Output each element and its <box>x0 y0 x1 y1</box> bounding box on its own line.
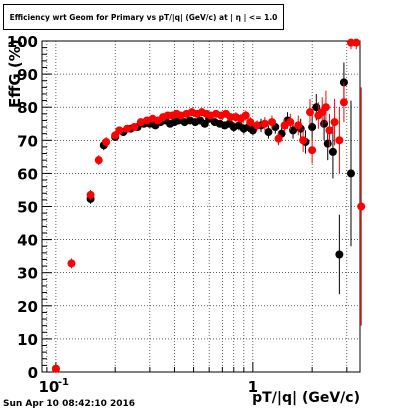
y-tick-label: 100 <box>7 33 38 51</box>
data-point <box>294 121 303 130</box>
data-point <box>51 364 60 373</box>
y-tick-label: 40 <box>17 232 38 250</box>
data-point <box>136 118 145 127</box>
x-tick-label: 10 <box>38 378 59 396</box>
data-point <box>308 146 317 155</box>
y-tick-label: 30 <box>17 265 38 283</box>
timestamp: Sun Apr 10 08:42:10 2016 <box>3 399 136 409</box>
data-point <box>264 128 273 137</box>
data-point <box>346 169 355 178</box>
x-tick-label-exponent: -1 <box>58 377 69 388</box>
data-point <box>328 147 337 156</box>
data-point <box>260 119 269 128</box>
y-tick-label: 80 <box>17 99 38 117</box>
data-point <box>339 98 348 107</box>
y-tick-label: 50 <box>17 199 38 217</box>
data-point <box>253 121 262 130</box>
data-point <box>123 124 132 133</box>
chart-title: Efficiency wrt Geom for Primary vs pT/|q… <box>9 12 278 22</box>
y-tick-label: 20 <box>17 298 38 316</box>
x-tick-label: 1 <box>248 378 258 396</box>
data-point <box>330 118 339 127</box>
data-point <box>299 136 308 145</box>
data-point <box>286 118 295 127</box>
data-point <box>130 123 139 132</box>
data-point <box>274 134 283 143</box>
data-point <box>335 250 344 259</box>
y-tick-label: 60 <box>17 165 38 183</box>
data-point <box>267 118 276 127</box>
data-point <box>115 126 124 135</box>
data-point <box>335 136 344 145</box>
data-point <box>357 202 366 211</box>
data-point <box>321 103 330 112</box>
data-point <box>308 123 317 132</box>
data-point <box>305 108 314 117</box>
data-point <box>94 156 103 165</box>
data-point <box>325 126 334 135</box>
y-tick-label: 0 <box>28 364 38 382</box>
data-point <box>241 111 250 120</box>
y-axis-label: EffG (%) <box>6 39 24 108</box>
data-point <box>86 190 95 199</box>
data-point <box>352 38 361 47</box>
y-tick-label: 70 <box>17 132 38 150</box>
data-point <box>323 139 332 148</box>
data-point <box>289 126 298 135</box>
data-point <box>246 118 255 127</box>
chart-title-box: Efficiency wrt Geom for Primary vs pT/|q… <box>3 4 284 30</box>
y-tick-label: 90 <box>17 66 38 84</box>
data-series <box>51 38 366 373</box>
data-point <box>320 119 329 128</box>
x-axis-label: pT/|q| (GeV/c) <box>252 390 360 406</box>
y-tick-label: 10 <box>17 331 38 349</box>
data-point <box>102 137 111 146</box>
data-point <box>67 259 76 268</box>
